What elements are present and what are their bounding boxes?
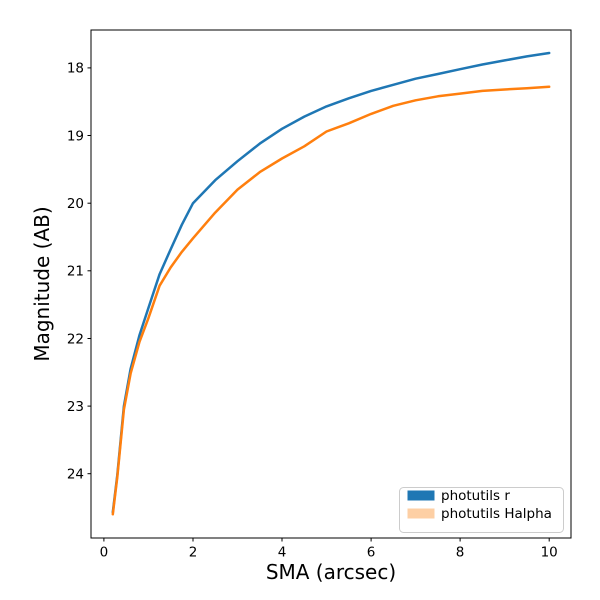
plot-area <box>90 29 572 539</box>
legend-label-photutils-r: photutils r <box>441 488 510 504</box>
legend: photutils r photutils Halpha <box>399 487 564 533</box>
x-axis-label: SMA (arcsec) <box>266 560 396 584</box>
legend-swatch-photutils-halpha <box>407 508 435 519</box>
y-tick-label: 19 <box>67 128 84 144</box>
x-tick-label: 6 <box>367 545 376 561</box>
x-tick-label: 8 <box>456 545 465 561</box>
x-tick-label: 0 <box>100 545 109 561</box>
x-axis: 0 2 4 6 8 10 <box>100 538 558 561</box>
x-tick-label: 10 <box>541 545 558 561</box>
y-tick-label: 20 <box>67 196 84 212</box>
x-tick-label: 2 <box>189 545 198 561</box>
y-tick-label: 24 <box>67 467 84 483</box>
series-line-photutils-halpha <box>111 85 551 516</box>
y-tick-label: 18 <box>67 61 84 77</box>
y-axis-label: Magnitude (AB) <box>30 206 54 361</box>
legend-frame <box>399 487 564 533</box>
y-axis: 18 19 20 21 22 23 24 <box>67 61 91 483</box>
y-tick-label: 22 <box>67 331 84 347</box>
y-tick-label: 23 <box>67 399 84 415</box>
y-tick-label: 21 <box>67 264 84 280</box>
legend-swatch-photutils-r <box>407 490 435 501</box>
series-lines <box>111 51 551 516</box>
series-line-photutils-r <box>111 51 551 514</box>
legend-label-photutils-halpha: photutils Halpha <box>441 506 552 522</box>
x-tick-label: 4 <box>278 545 287 561</box>
